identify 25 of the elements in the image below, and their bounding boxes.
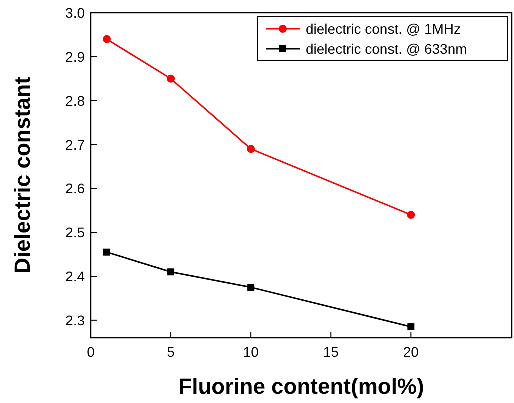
y-tick-label: 3.0 [66,5,86,21]
x-tick-label: 15 [323,344,340,360]
point [168,268,175,276]
point [407,211,416,220]
y-tick-label: 2.7 [66,136,86,153]
x-tick-label: 5 [167,344,176,360]
y-axis-title: Dielectric constant [10,76,35,274]
y-tick-label: 2.8 [66,92,86,109]
point [104,248,111,256]
legend-label: dielectric const. @ 633nm [306,41,468,57]
x-tick-label: 0 [87,344,96,360]
x-tick-label: 10 [243,344,260,360]
legend-label: dielectric const. @ 1MHz [306,21,462,37]
point [248,284,255,291]
y-tick-label: 2.9 [66,48,86,65]
point [247,145,256,154]
y-tick-label: 2.4 [66,268,86,285]
point [167,74,176,83]
x-axis-title: Fluorine content(mol%) [178,374,424,399]
x-tick-label: 20 [403,344,420,360]
point [408,324,415,331]
y-tick-label: 2.5 [66,224,86,241]
y-tick-label: 2.6 [66,180,86,197]
y-tick-label: 2.3 [66,312,86,328]
point [103,35,112,44]
